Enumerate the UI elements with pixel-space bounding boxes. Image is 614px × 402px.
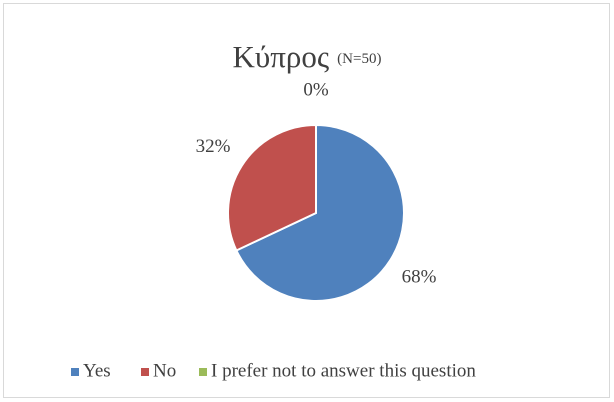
data-label: 0%: [303, 79, 329, 100]
chart-subtitle: (N=50): [337, 51, 381, 67]
legend-swatch: [141, 368, 149, 376]
data-label: 68%: [402, 267, 437, 288]
pie-slice: [227, 123, 317, 252]
legend-swatch: [71, 368, 79, 376]
chart-title-group: Κύπρος (N=50): [233, 39, 382, 74]
legend-label: Yes: [83, 360, 111, 381]
chart-title: Κύπρος: [233, 39, 330, 74]
legend-label: I prefer not to answer this question: [211, 360, 476, 381]
data-label: 32%: [196, 136, 231, 157]
pie-slice: [235, 123, 405, 302]
legend-label: No: [153, 360, 176, 381]
legend-swatch: [199, 368, 207, 376]
